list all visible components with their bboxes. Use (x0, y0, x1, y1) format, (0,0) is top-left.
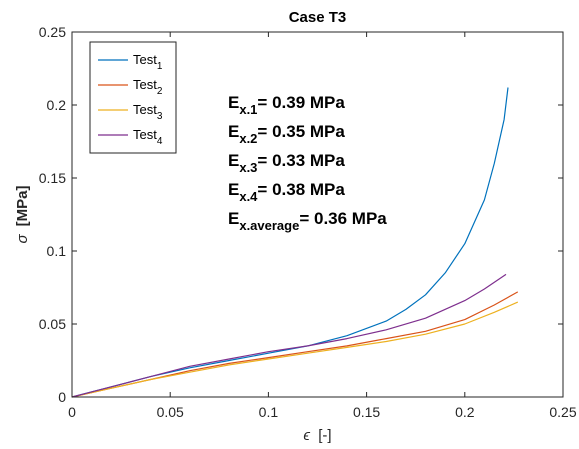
legend-label: Test4 (133, 127, 163, 147)
legend-label-name: Test (133, 127, 157, 142)
annotation-symbol: E (228, 209, 239, 228)
modulus-annotation: Ex.3= 0.33 MPa (228, 151, 345, 175)
y-tick-label: 0.1 (47, 243, 67, 259)
tick-layer: 0 0.05 0.1 0.15 0.2 0.25 0 0.05 0.1 0.15 0.2 0.25 (39, 24, 577, 420)
legend-label-name: Test (133, 102, 157, 117)
x-tick-label: 0.15 (353, 404, 380, 420)
legend-entry: Test1 (98, 52, 163, 72)
modulus-annotation: Ex.1= 0.39 MPa (228, 93, 345, 117)
y-tick-label: 0 (58, 389, 66, 405)
y-axis-symbol: σ (14, 234, 31, 244)
x-axis-symbol: ϵ (303, 427, 310, 444)
x-tick-label: 0 (68, 404, 76, 420)
annotation-value: = 0.35 MPa (257, 122, 345, 141)
y-axis-label: σ [MPa] (14, 185, 31, 243)
x-tick-label: 0.2 (455, 404, 475, 420)
legend-label-subscript: 3 (157, 111, 163, 122)
annotation-value: = 0.33 MPa (257, 151, 345, 170)
annotation-subscript: x.average (239, 218, 299, 233)
x-axis-unit: [-] (318, 427, 331, 444)
series-layer (71, 87, 519, 398)
modulus-annotation: Ex.2= 0.35 MPa (228, 122, 345, 146)
annotation-symbol: E (228, 151, 239, 170)
series-line-test-1 (71, 87, 509, 398)
annotation-subscript: x.2 (239, 131, 257, 146)
y-tick-label: 0.2 (47, 97, 67, 113)
legend-entry: Test4 (98, 127, 163, 147)
legend-entry: Test2 (98, 77, 163, 97)
legend-label: Test2 (133, 77, 163, 97)
x-tick-label: 0.1 (259, 404, 279, 420)
chart-title: Case T3 (289, 9, 347, 26)
y-tick-label: 0.25 (39, 24, 66, 40)
annotation-value: = 0.36 MPa (299, 209, 387, 228)
x-tick-label: 0.25 (549, 404, 576, 420)
legend-label-subscript: 4 (157, 136, 163, 147)
annotation-symbol: E (228, 122, 239, 141)
annotation-symbol: E (228, 180, 239, 199)
legend-label-name: Test (133, 77, 157, 92)
legend-label: Test3 (133, 102, 163, 122)
legend-entry: Test3 (98, 102, 163, 122)
legend-label-subscript: 1 (157, 61, 163, 72)
modulus-annotation: Ex.4= 0.38 MPa (228, 180, 345, 204)
annotation-subscript: x.4 (239, 189, 258, 204)
annotation-value: = 0.38 MPa (257, 180, 345, 199)
series-line-test-4 (71, 273, 507, 398)
annotation-subscript: x.1 (239, 102, 257, 117)
x-axis-label: ϵ [-] (303, 427, 331, 444)
legend-label-subscript: 2 (157, 86, 163, 97)
legend-label: Test1 (133, 52, 163, 72)
y-axis-unit: [MPa] (14, 185, 31, 226)
series-line-test-3 (71, 301, 519, 398)
legend-label-name: Test (133, 52, 157, 67)
annotation-value: = 0.39 MPa (257, 93, 345, 112)
annotation-subscript: x.3 (239, 160, 257, 175)
y-tick-label: 0.15 (39, 170, 66, 186)
modulus-annotation: Ex.average= 0.36 MPa (228, 209, 387, 233)
x-tick-label: 0.05 (157, 404, 184, 420)
axes-frame (71, 31, 564, 398)
annotation-symbol: E (228, 93, 239, 112)
y-tick-label: 0.05 (39, 316, 66, 332)
